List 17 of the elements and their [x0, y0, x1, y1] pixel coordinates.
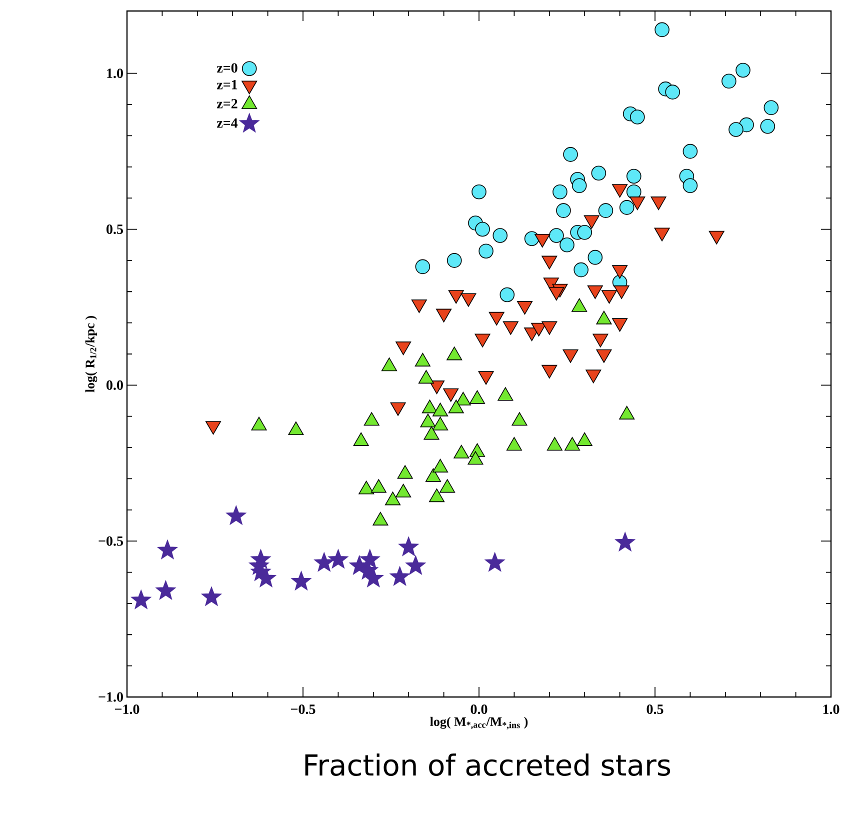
y-tick-label: −1.0: [98, 692, 123, 702]
legend-label: z=1: [216, 80, 238, 90]
legend-label: z=0: [216, 63, 238, 73]
y-axis-title: log( R$_{1/2}$/kpc ): [85, 316, 98, 392]
x-tick-label: 0.5: [646, 704, 664, 714]
y-tick-label: 0.0: [106, 380, 123, 390]
y-tick-label: 0.5: [106, 224, 123, 234]
text: Fraction of accreted stars: [305, 754, 670, 776]
x-tick-label: 1.0: [823, 704, 840, 714]
x-tick-label: −1.0: [114, 704, 140, 714]
y-tick-label: 1.0: [107, 68, 123, 78]
y-tick-label: −0.5: [98, 536, 123, 546]
x-axis-title: log( M$_{*,acc}$/M$_{*,ins}$ ): [430, 716, 528, 730]
x-tick-label: −0.5: [291, 704, 316, 714]
legend-label: z=2: [216, 98, 238, 108]
x-tick-label: 0.0: [470, 704, 488, 714]
legend-label: z=4: [216, 118, 238, 128]
